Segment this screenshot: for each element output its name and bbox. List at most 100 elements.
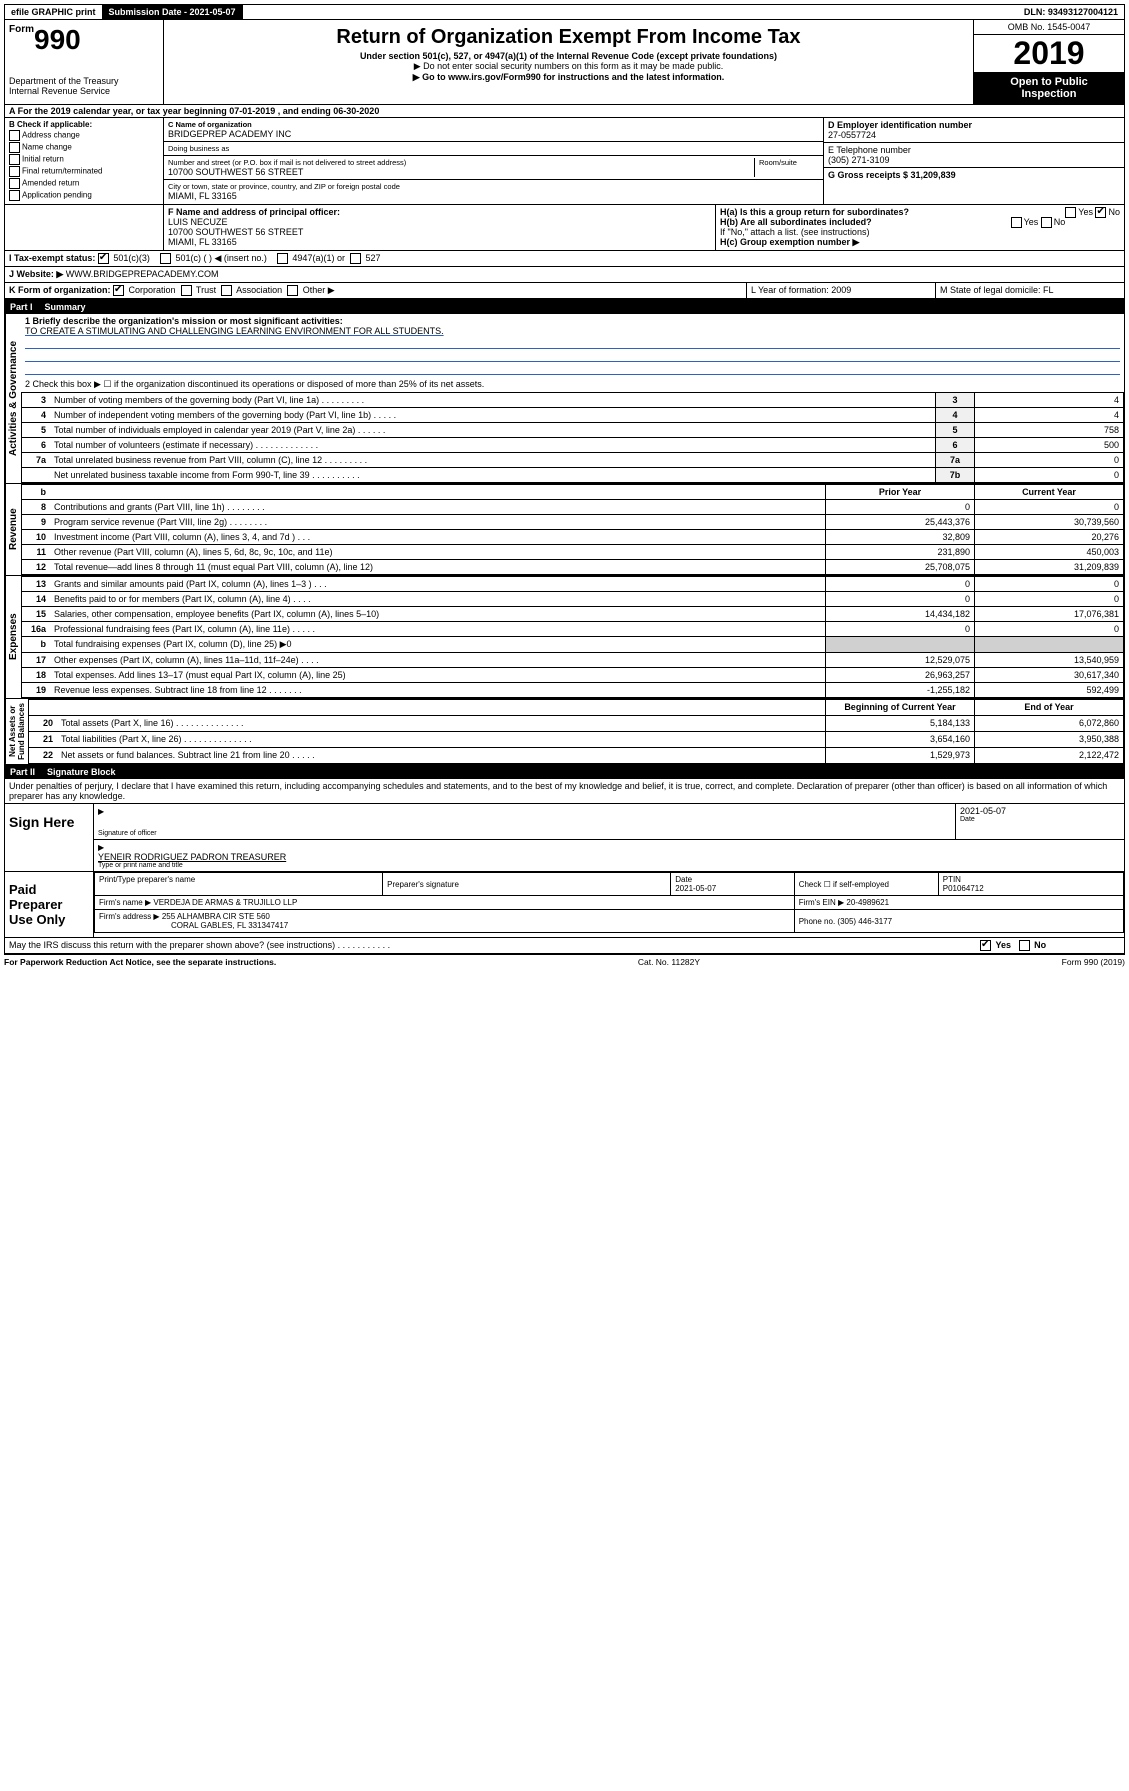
discuss-text: May the IRS discuss this return with the…	[9, 940, 390, 950]
governance-table: 3Number of voting members of the governi…	[21, 392, 1124, 483]
table-row: 13Grants and similar amounts paid (Part …	[22, 577, 1124, 592]
check-corp[interactable]	[113, 285, 124, 296]
check-assoc[interactable]	[221, 285, 232, 296]
end-year-header: End of Year	[975, 700, 1124, 716]
check-amended[interactable]: Amended return	[9, 178, 159, 189]
check-pending[interactable]: Application pending	[9, 190, 159, 201]
table-row: 3Number of voting members of the governi…	[22, 393, 1124, 408]
org-name: BRIDGEPREP ACADEMY INC	[168, 129, 819, 139]
dln: DLN: 93493127004121	[1018, 5, 1124, 19]
table-row: 11Other revenue (Part VIII, column (A), …	[22, 545, 1124, 560]
line1-label: 1 Briefly describe the organization's mi…	[25, 316, 1120, 326]
topbar-spacer	[243, 5, 1018, 19]
footer: For Paperwork Reduction Act Notice, see …	[4, 955, 1125, 969]
dba-label: Doing business as	[168, 144, 819, 153]
officer-typed: YENEIR RODRIGUEZ PADRON TREASURER	[98, 852, 1120, 862]
sign-body: Signature of officer 2021-05-07 Date YEN…	[94, 804, 1124, 871]
sig-officer-label: Signature of officer	[98, 830, 951, 837]
gross-receipts: G Gross receipts $ 31,209,839	[824, 168, 1124, 182]
table-row: 4Number of independent voting members of…	[22, 408, 1124, 423]
goto-link[interactable]: ▶ Go to www.irs.gov/Form990 for instruct…	[168, 72, 969, 83]
col-f: F Name and address of principal officer:…	[163, 205, 716, 250]
table-row: 20Total assets (Part X, line 16) . . . .…	[29, 716, 1124, 732]
check-other[interactable]	[287, 285, 298, 296]
firm-ein: 20-4989621	[846, 898, 889, 907]
check-initial[interactable]: Initial return	[9, 154, 159, 165]
section-klm: K Form of organization: Corporation Trus…	[4, 283, 1125, 300]
street-value: 10700 SOUTHWEST 56 STREET	[168, 167, 754, 177]
table-row: 5Total number of individuals employed in…	[22, 423, 1124, 438]
j-label: J Website: ▶	[9, 269, 63, 279]
ha-label: H(a) Is this a group return for subordin…	[720, 207, 909, 217]
ptin: P01064712	[943, 884, 1119, 893]
perjury-text: Under penalties of perjury, I declare th…	[4, 779, 1125, 804]
ein-row: D Employer identification number 27-0557…	[824, 118, 1124, 143]
section-j: J Website: ▶ WWW.BRIDGEPREPACADEMY.COM	[4, 267, 1125, 283]
prep-check[interactable]: Check ☐ if self-employed	[794, 873, 938, 896]
room-label: Room/suite	[759, 158, 819, 167]
check-final[interactable]: Final return/terminated	[9, 166, 159, 177]
firm-phone: (305) 446-3177	[837, 917, 892, 926]
form-ref: Form 990 (2019)	[1062, 957, 1125, 967]
sign-here-section: Sign Here Signature of officer 2021-05-0…	[4, 804, 1125, 872]
paid-preparer-section: Paid Preparer Use Only Print/Type prepar…	[4, 872, 1125, 938]
hb-note: If "No," attach a list. (see instruction…	[720, 227, 1120, 237]
under-section: Under section 501(c), 527, or 4947(a)(1)…	[168, 51, 969, 61]
c-label: C Name of organization	[168, 120, 819, 129]
dept-treasury: Department of the Treasury Internal Reve…	[9, 76, 159, 96]
table-row: 14Benefits paid to or for members (Part …	[22, 592, 1124, 607]
hc-label: H(c) Group exemption number ▶	[720, 237, 1120, 248]
check-name[interactable]: Name change	[9, 142, 159, 153]
form-word: Form	[9, 24, 34, 35]
check-527[interactable]	[350, 253, 361, 264]
e-label: E Telephone number	[828, 145, 1120, 155]
period-text: A For the 2019 calendar year, or tax yea…	[5, 105, 1124, 117]
line2: 2 Check this box ▶ ☐ if the organization…	[21, 377, 1124, 392]
table-row: Net unrelated business taxable income fr…	[22, 468, 1124, 483]
submission-date: Submission Date - 2021-05-07	[103, 5, 243, 19]
phone-row: E Telephone number (305) 271-3109	[824, 143, 1124, 168]
ptin-label: PTIN	[943, 875, 1119, 884]
firm-name: VERDEJA DE ARMAS & TRUJILLO LLP	[153, 898, 297, 907]
check-trust[interactable]	[181, 285, 192, 296]
begin-year-header: Beginning of Current Year	[826, 700, 975, 716]
side-expenses: Expenses	[5, 576, 21, 698]
discuss-yes-check[interactable]	[980, 940, 991, 951]
part1-header: Part I Summary	[4, 300, 1125, 314]
table-row: 6Total number of volunteers (estimate if…	[22, 438, 1124, 453]
expense-table: 13Grants and similar amounts paid (Part …	[21, 576, 1124, 698]
table-row: 10Investment income (Part VIII, column (…	[22, 530, 1124, 545]
discuss-row: May the IRS discuss this return with the…	[4, 938, 1125, 955]
firm-phone-label: Phone no.	[799, 917, 835, 926]
cat-no: Cat. No. 11282Y	[638, 957, 700, 967]
sig-date: 2021-05-07	[960, 806, 1120, 816]
check-4947[interactable]	[277, 253, 288, 264]
firm-ein-label: Firm's EIN ▶	[799, 898, 844, 907]
table-row: 16aProfessional fundraising fees (Part I…	[22, 622, 1124, 637]
city-row: City or town, state or province, country…	[164, 180, 823, 203]
tax-year: 2019	[974, 35, 1124, 72]
org-name-row: C Name of organization BRIDGEPREP ACADEM…	[164, 118, 823, 142]
dba-row: Doing business as	[164, 142, 823, 156]
section-bcdeg: B Check if applicable: Address change Na…	[4, 118, 1125, 205]
check-501c3[interactable]	[98, 253, 109, 264]
hb-label: H(b) Are all subordinates included?	[720, 217, 872, 227]
rev-spacer	[50, 485, 826, 500]
form-990-number: 990	[34, 24, 81, 55]
part2-num: Part II	[10, 767, 47, 777]
period-row: A For the 2019 calendar year, or tax yea…	[4, 105, 1125, 118]
col-deg: D Employer identification number 27-0557…	[824, 118, 1124, 204]
no-ssn: ▶ Do not enter social security numbers o…	[168, 61, 969, 72]
check-address[interactable]: Address change	[9, 130, 159, 141]
discuss-no-check[interactable]	[1019, 940, 1030, 951]
revenue-section: Revenue b Prior Year Current Year 8Contr…	[4, 484, 1125, 576]
phone-value: (305) 271-3109	[828, 155, 1120, 165]
preparer-table: Print/Type preparer's name Preparer's si…	[94, 872, 1124, 933]
section-fh: F Name and address of principal officer:…	[4, 205, 1125, 251]
officer-name: LUIS NECUZE	[168, 217, 711, 227]
check-501c[interactable]	[160, 253, 171, 264]
part2-header: Part II Signature Block	[4, 765, 1125, 779]
city-label: City or town, state or province, country…	[168, 182, 819, 191]
officer-typed-label: Type or print name and title	[98, 862, 1120, 869]
website[interactable]: WWW.BRIDGEPREPACADEMY.COM	[66, 269, 219, 279]
